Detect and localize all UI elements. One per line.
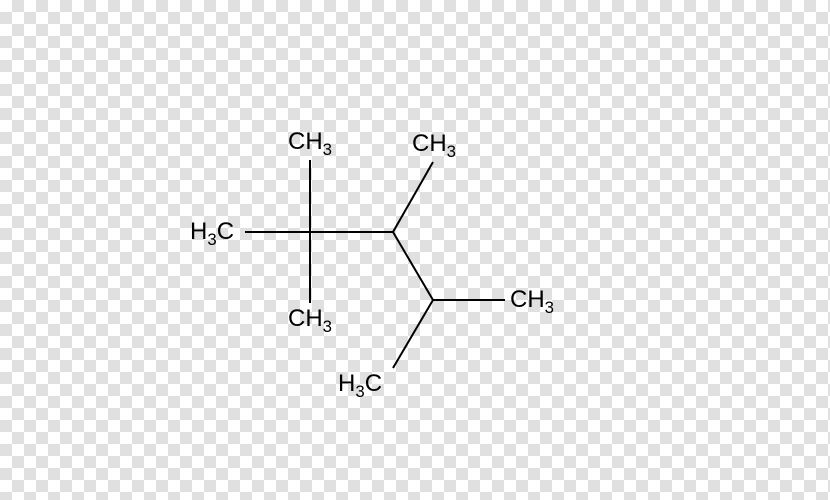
label-suffix: C xyxy=(217,218,234,245)
bond-line xyxy=(393,162,433,232)
bonds-group xyxy=(245,160,505,368)
atom-label: H3C xyxy=(338,370,382,402)
atom-label: CH3 xyxy=(510,286,554,318)
atom-label: H3C xyxy=(190,218,234,250)
label-sub: 3 xyxy=(323,317,332,336)
label-sub: 3 xyxy=(447,142,456,161)
label-sub: 3 xyxy=(355,382,364,401)
atom-label: CH3 xyxy=(288,128,332,160)
bond-line xyxy=(393,232,433,300)
bond-line xyxy=(393,300,433,368)
label-sub: 3 xyxy=(207,230,216,249)
label-sub: 3 xyxy=(323,140,332,159)
label-sub: 3 xyxy=(545,298,554,317)
label-prefix: CH xyxy=(288,128,323,155)
label-prefix: CH xyxy=(412,130,447,157)
label-prefix: CH xyxy=(510,286,545,313)
label-prefix: H xyxy=(190,218,207,245)
label-prefix: CH xyxy=(288,305,323,332)
label-prefix: H xyxy=(338,370,355,397)
atom-label: CH3 xyxy=(412,130,456,162)
label-suffix: C xyxy=(365,370,382,397)
molecule-diagram xyxy=(0,0,830,500)
atom-label: CH3 xyxy=(288,305,332,337)
